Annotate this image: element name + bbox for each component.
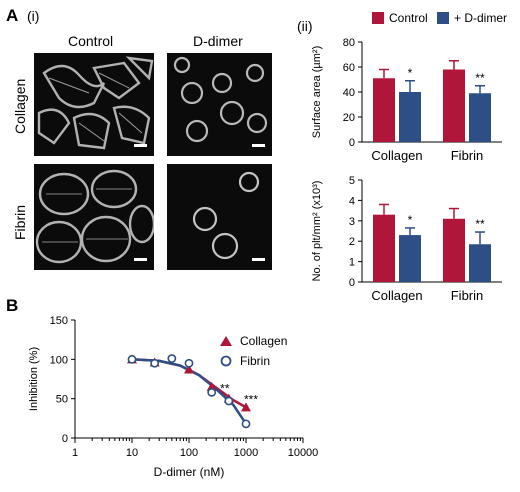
legend-label: Fibrin bbox=[240, 354, 270, 368]
data-point-collagen bbox=[184, 364, 194, 374]
y-tick-label: 20 bbox=[343, 112, 355, 124]
y-tick-label: 0 bbox=[349, 277, 355, 289]
bar bbox=[399, 92, 421, 142]
panel-a-ii-label: (ii) bbox=[297, 18, 313, 34]
platelet-count-chart: 0 1 2 3 4 5 No. of plt/mm² (x10³) * Collagen ** Fi… bbox=[311, 175, 502, 303]
bar bbox=[373, 214, 395, 282]
row-label-collagen: Collagen bbox=[12, 78, 28, 134]
y-axis-label: Surface area (µm²) bbox=[311, 46, 323, 139]
y-tick-label: 1 bbox=[349, 257, 355, 269]
x-tick-label: 100 bbox=[180, 447, 198, 459]
y-tick-label: 0 bbox=[62, 433, 68, 445]
y-tick-label: 4 bbox=[349, 195, 355, 207]
inhibition-curve-chart: 0 50 100 150 1 10 100 1000 10000 D-dimer (nM) Inhi… bbox=[28, 315, 319, 479]
data-point-fibrin bbox=[150, 358, 160, 368]
bar bbox=[443, 218, 465, 282]
x-tick-label: Collagen bbox=[371, 148, 422, 163]
legend-swatch bbox=[437, 12, 449, 24]
y-axis-label: Inhibition (%) bbox=[28, 347, 40, 411]
micrograph-ddimer-collagen bbox=[167, 53, 272, 156]
scale-bar bbox=[134, 258, 147, 261]
significance-marker: *** bbox=[244, 392, 258, 406]
scale-bar bbox=[252, 258, 265, 261]
data-point-fibrin bbox=[207, 387, 217, 397]
legend-marker-collagen bbox=[220, 336, 232, 346]
x-tick-label: 1 bbox=[72, 447, 78, 459]
micrograph-ddimer-fibrin bbox=[167, 164, 272, 270]
legend-label: + D-dimer bbox=[454, 11, 507, 25]
data-point-fibrin bbox=[224, 396, 234, 406]
data-point-fibrin bbox=[167, 354, 177, 363]
data-point-fibrin bbox=[127, 354, 137, 364]
x-tick-label: 10000 bbox=[288, 447, 319, 459]
y-tick-label: 100 bbox=[50, 354, 68, 366]
significance-marker: ** bbox=[220, 382, 230, 396]
x-axis-label: D-dimer (nM) bbox=[154, 465, 225, 479]
y-tick-label: 2 bbox=[349, 236, 355, 248]
bar bbox=[373, 78, 395, 142]
panel-b-letter: B bbox=[6, 296, 19, 315]
data-point-fibrin bbox=[184, 358, 194, 368]
y-tick-label: 50 bbox=[56, 394, 68, 406]
x-tick-label: Fibrin bbox=[451, 288, 484, 303]
x-tick-label: 10 bbox=[126, 447, 138, 459]
y-tick-label: 60 bbox=[343, 62, 355, 74]
fit-curve bbox=[131, 358, 248, 425]
significance-marker: * bbox=[408, 66, 413, 80]
bar bbox=[469, 244, 491, 282]
significance-marker: ** bbox=[475, 217, 485, 231]
data-point-fibrin bbox=[241, 419, 251, 429]
column-label-ddimer: D-dimer bbox=[193, 33, 243, 49]
legend-swatch bbox=[372, 12, 384, 24]
row-label-fibrin: Fibrin bbox=[12, 204, 28, 240]
column-label-control: Control bbox=[68, 33, 114, 49]
scale-bar bbox=[252, 144, 265, 147]
x-tick-label: 1000 bbox=[234, 447, 258, 459]
x-tick-label: Fibrin bbox=[451, 148, 484, 163]
y-tick-label: 40 bbox=[343, 87, 355, 99]
bar bbox=[469, 93, 491, 142]
data-point-collagen bbox=[241, 402, 251, 412]
y-tick-label: 80 bbox=[343, 37, 355, 49]
legend-label: Control bbox=[389, 11, 428, 25]
surface-area-chart: Control + D-dimer 0 20 40 60 80 Surface area (µ… bbox=[311, 11, 507, 163]
y-tick-label: 5 bbox=[349, 175, 355, 187]
y-tick-label: 150 bbox=[50, 315, 68, 327]
micrograph-control-collagen bbox=[34, 53, 154, 156]
data-point-collagen bbox=[206, 381, 217, 391]
bar bbox=[399, 235, 421, 282]
significance-marker: ** bbox=[475, 71, 485, 85]
y-tick-label: 0 bbox=[349, 137, 355, 149]
bar bbox=[443, 69, 465, 142]
micrograph-control-fibrin bbox=[34, 164, 154, 270]
x-tick-label: Collagen bbox=[371, 288, 422, 303]
panel-a-i-label: (i) bbox=[27, 8, 40, 24]
y-tick-label: 3 bbox=[349, 216, 355, 228]
legend-marker-fibrin bbox=[220, 355, 232, 367]
significance-marker: * bbox=[408, 213, 413, 227]
panel-a-letter: A bbox=[6, 6, 19, 25]
scale-bar bbox=[134, 144, 147, 147]
legend-label: Collagen bbox=[240, 334, 287, 348]
y-axis-label: No. of plt/mm² (x10³) bbox=[311, 181, 323, 282]
